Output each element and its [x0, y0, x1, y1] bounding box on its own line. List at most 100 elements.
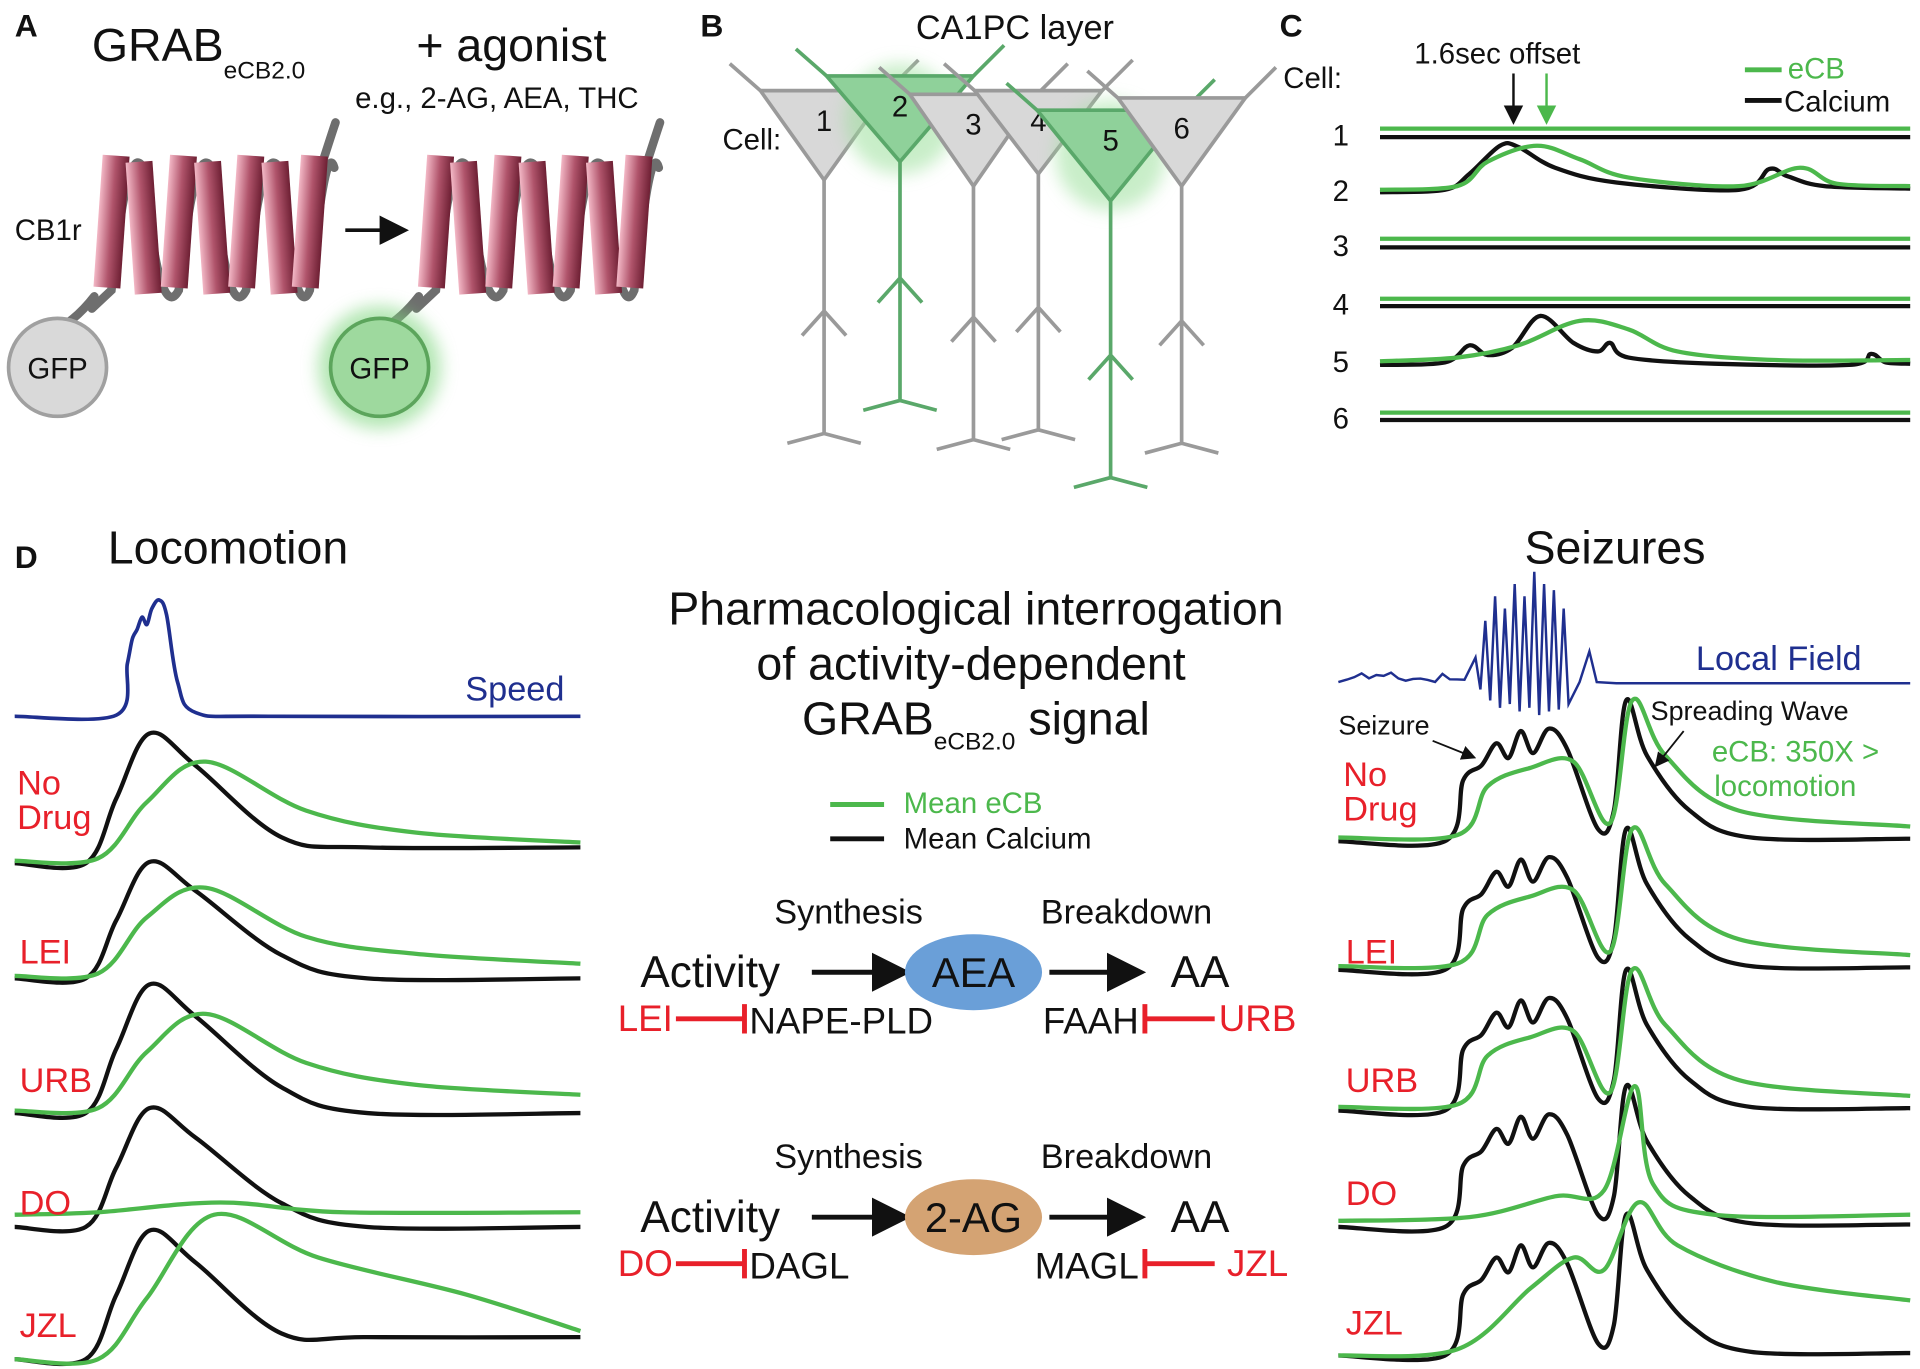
inhibition-bar [1145, 1004, 1215, 1033]
legend-ecb-label: eCB [1788, 52, 1845, 85]
basal-dendrite [937, 186, 1010, 449]
transmembrane-helix [194, 161, 230, 295]
breakdown-label: Breakdown [1041, 1138, 1212, 1176]
molecule-label: AEA [932, 949, 1016, 996]
seiz-cond-lei: LEI [1346, 934, 1397, 972]
transmembrane-helix [228, 155, 264, 289]
cell-number: 5 [1102, 125, 1118, 158]
row-number: 5 [1333, 346, 1349, 379]
gfp-left-label: GFP [27, 352, 87, 385]
inhibition-bar [676, 1249, 745, 1278]
ecb-annotation-l2: locomotion [1714, 770, 1856, 803]
inhibition-bar [676, 1004, 745, 1033]
row-number: 3 [1333, 230, 1349, 263]
legend-mean-calcium: Mean Calcium [904, 823, 1092, 856]
panel-label-d: D [15, 539, 38, 575]
spreading-wave-annotation: Spreading Wave [1651, 696, 1849, 726]
agonist-title: + agonist [416, 19, 606, 71]
transmembrane-helix [418, 155, 454, 289]
cb1r-label: CB1r [15, 214, 82, 247]
panel-label-c: C [1280, 8, 1303, 44]
transmembrane-helix [519, 161, 555, 295]
calcium-trace-2 [15, 984, 581, 1118]
transmembrane-helix [450, 161, 486, 295]
transmembrane-helix [93, 155, 129, 289]
panel-a: A GRABeCB2.0 + agonist e.g., 2-AG, AEA, … [9, 8, 660, 429]
product-label: AA [1171, 948, 1230, 997]
row-number: 1 [1333, 120, 1349, 153]
transmembrane-helix [586, 161, 622, 295]
panel-b: B CA1PC layer Cell: 1 23 45 6 [700, 8, 1276, 488]
cell-number: 1 [816, 105, 832, 138]
transmembrane-helix [161, 155, 197, 289]
transmembrane-helix [126, 161, 162, 295]
inhibitor-breakdown-label: JZL [1227, 1243, 1288, 1284]
inhibitor-synthesis-label: DO [618, 1243, 673, 1284]
basal-dendrite [863, 162, 936, 411]
calcium-trace-0 [15, 733, 581, 868]
grab-title: GRABeCB2.0 [92, 19, 305, 84]
transmembrane-helix [292, 155, 328, 289]
panel-label-b: B [700, 8, 723, 44]
transmembrane-helix [485, 155, 521, 289]
molecule-label: 2-AG [925, 1194, 1022, 1241]
inhibitor-breakdown-label: URB [1219, 998, 1297, 1039]
receptor-inactive [49, 122, 336, 333]
speed-label: Speed [465, 670, 564, 708]
basal-dendrite [787, 180, 860, 443]
synthesis-label: Synthesis [774, 893, 923, 931]
legend-calcium-label: Calcium [1784, 85, 1890, 118]
center-title-sub: eCB2.0 [934, 728, 1016, 755]
row-number: 4 [1333, 289, 1349, 322]
spreading-arrow [1659, 731, 1683, 762]
locomotion-traces [15, 600, 581, 1364]
breakdown-enzyme: MAGL [1035, 1245, 1139, 1286]
cond-label-nodrug-l2: Drug [17, 799, 91, 837]
legend-mean-ecb: Mean eCB [904, 787, 1043, 820]
breakdown-enzyme: FAAH [1043, 1000, 1139, 1041]
receptor-active [373, 122, 660, 333]
center-title-end: signal [1015, 693, 1149, 745]
apical-dendrite [1087, 67, 1276, 98]
seiz-cond-nodrug-l1: No [1343, 756, 1387, 794]
offset-note: 1.6sec offset [1414, 38, 1580, 71]
neurons: 1 23 45 6 [730, 45, 1276, 487]
seiz-cond-nodrug-l2: Drug [1343, 790, 1417, 828]
cond-label-nodrug-l1: No [17, 765, 61, 803]
grab-title-main: GRAB [92, 19, 224, 71]
cond-label-do: DO [20, 1185, 71, 1223]
center-title-grab: GRAB [802, 693, 934, 745]
row-number: 2 [1333, 175, 1349, 208]
calcium-trace-1 [15, 861, 581, 982]
locomotion-title: Locomotion [108, 521, 348, 573]
cell-label-b: Cell: [722, 123, 781, 156]
basal-dendrite [1002, 174, 1075, 440]
synthesis-enzyme: DAGL [749, 1245, 849, 1286]
panel-d: D Locomotion Seizures Speed Local Field … [15, 521, 1911, 1364]
cell-traces: 1 2 3 4 5 6 [1333, 120, 1911, 436]
center-title-l1: Pharmacological interrogation [668, 583, 1283, 635]
aea-pathway: Synthesis Breakdown Activity AEA AA LEI NAPE-P… [618, 893, 1297, 1041]
panel-label-a: A [15, 8, 38, 44]
product-label: AA [1171, 1193, 1230, 1242]
ecb-trace-cell2 [1380, 146, 1910, 190]
2ag-pathway: Synthesis BreakdownActivity 2-AG AADO DAGL MA… [618, 1138, 1288, 1286]
cell-number: 2 [892, 90, 908, 123]
breakdown-label: Breakdown [1041, 893, 1212, 931]
grab-title-sub: eCB2.0 [224, 57, 306, 84]
seiz-cond-urb: URB [1346, 1062, 1418, 1100]
inhibition-bar [1145, 1249, 1215, 1278]
local-field-label: Local Field [1696, 640, 1862, 678]
layer-title: CA1PC layer [916, 9, 1114, 47]
cell-number: 3 [965, 109, 981, 142]
transmembrane-helix [616, 155, 652, 289]
pharmacology-schematic: Pharmacological interrogation of activit… [618, 583, 1297, 1287]
activity-label: Activity [640, 948, 780, 997]
seizures-title: Seizures [1524, 521, 1705, 573]
row-number: 6 [1333, 403, 1349, 436]
seizure-calcium-trace-4 [1338, 1214, 1910, 1361]
cond-label-urb: URB [20, 1062, 92, 1100]
panel-c: C Cell: 1.6sec offset eCB Calcium 1 2 3 4 5 6 [1280, 8, 1911, 436]
seizure-annotation: Seizure [1338, 711, 1429, 741]
inhibitor-synthesis-label: LEI [618, 998, 673, 1039]
